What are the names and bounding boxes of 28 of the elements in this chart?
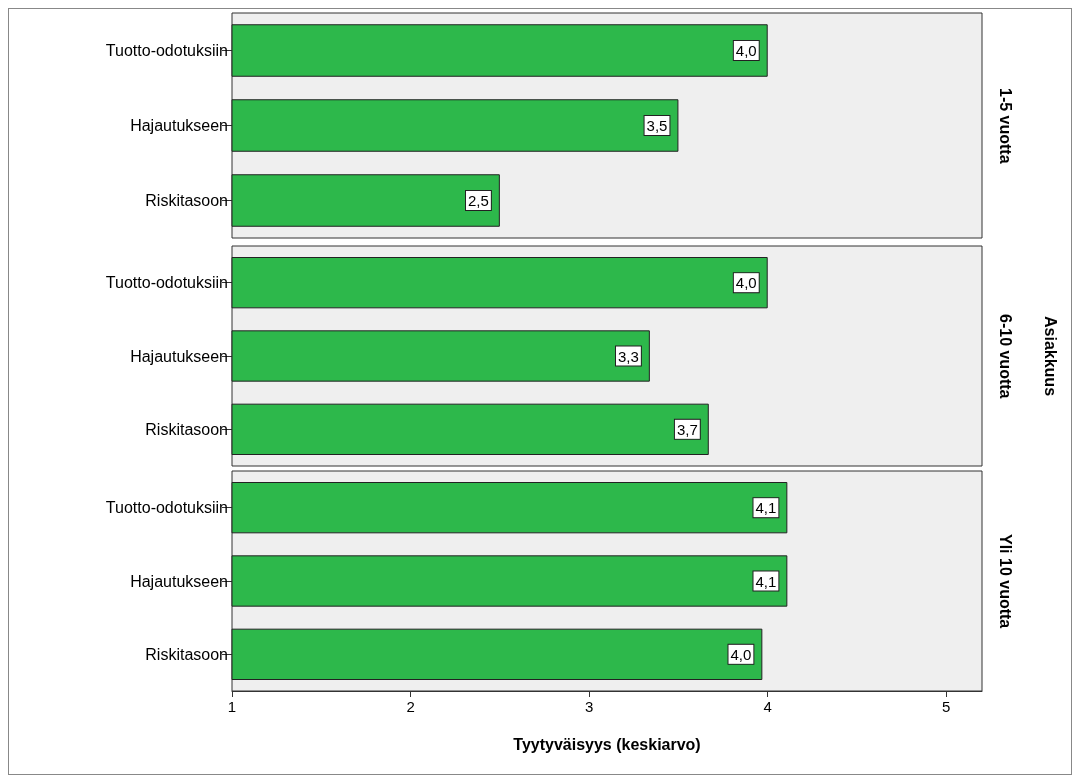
data-label: 4,1: [755, 572, 777, 590]
y-tick-label: Riskitasoon: [145, 645, 228, 663]
data-label: 4,0: [730, 645, 752, 663]
x-tick-label: 5: [942, 698, 951, 715]
data-label: 3,7: [676, 420, 698, 438]
x-tick-label: 4: [763, 698, 772, 715]
text: Asiakkuus: [1041, 314, 1059, 398]
data-label: 4,1: [755, 499, 777, 517]
y-tick-label: Tuotto-odotuksiin: [105, 274, 228, 292]
y2-axis-title: 6-10 vuotta: [996, 312, 1014, 401]
y-tick-label: Tuotto-odotuksiin: [105, 499, 228, 517]
data-label: 2,5: [468, 192, 489, 209]
x-tick-label: 2: [406, 698, 415, 715]
data-label: 4,0: [735, 274, 757, 292]
y-tick-label: Hajautukseen: [130, 347, 228, 365]
y2-axis-title: Yli 10 vuotta: [996, 532, 1014, 631]
data-label: 3,5: [646, 117, 668, 134]
x-axis-title: Tyytyväisyys (keskiarvo): [513, 735, 701, 753]
y-tick-label: Riskitasoon: [145, 192, 228, 209]
y-tick-label: Hajautukseen: [130, 572, 228, 590]
x-tick-label: 1: [227, 698, 237, 715]
y-tick-label: Hajautukseen: [130, 117, 228, 134]
data-label: 4,0: [735, 42, 757, 59]
data-label: 3,3: [618, 347, 639, 365]
y-tick-label: Riskitasoon: [145, 420, 228, 438]
y2-axis-title: 1-5 vuotta: [996, 86, 1014, 166]
x-tick-label: 3: [584, 698, 594, 715]
y-tick-label: Tuotto-odotuksiin: [105, 42, 228, 59]
